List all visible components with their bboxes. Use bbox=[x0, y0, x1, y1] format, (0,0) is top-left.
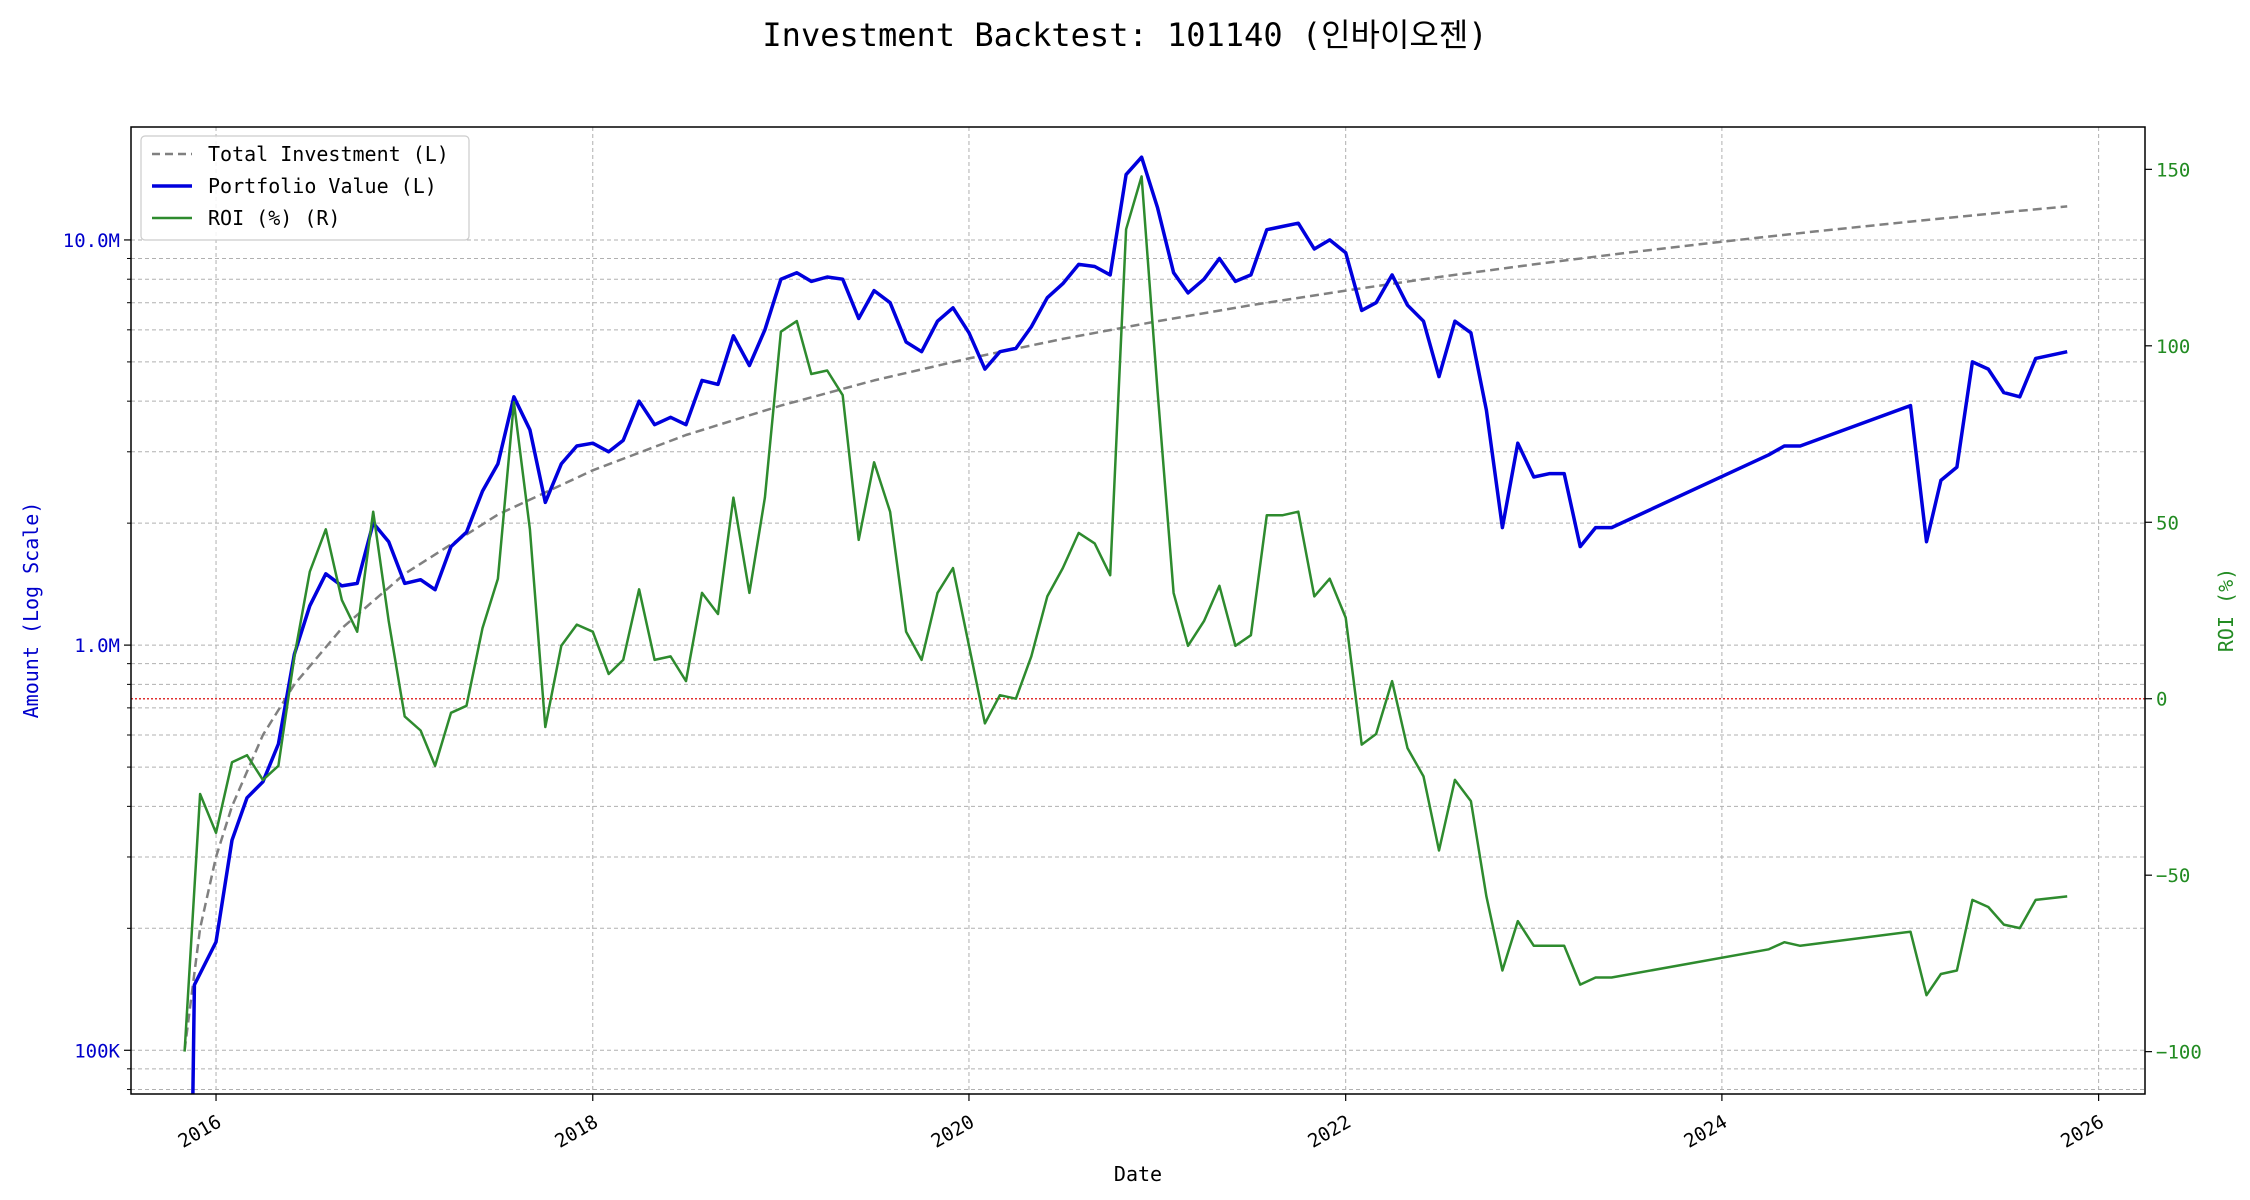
legend-box bbox=[140, 135, 470, 241]
legend-label: Portfolio Value (L) bbox=[208, 174, 437, 198]
x-axis-ticks: 2016 2018 2020 2022 2024 2026 bbox=[175, 1094, 2108, 1153]
y-left-tick-label: 10.0M bbox=[63, 230, 120, 252]
x-tick-label: 2016 bbox=[175, 1111, 226, 1153]
x-axis-label: Date bbox=[1114, 1162, 1162, 1186]
roi-line bbox=[183, 175, 2068, 1052]
x-tick-label: 2022 bbox=[1304, 1111, 1355, 1153]
y-right-tick-label: 100 bbox=[2156, 336, 2190, 358]
y-right-tick-label: −50 bbox=[2156, 865, 2190, 887]
x-tick-label: 2024 bbox=[1680, 1111, 1731, 1153]
y-right-tick-label: 0 bbox=[2156, 689, 2167, 711]
legend: Total Investment (L) Portfolio Value (L) R… bbox=[140, 135, 470, 241]
x-tick-label: 2026 bbox=[2057, 1111, 2108, 1153]
x-tick-label: 2020 bbox=[927, 1111, 978, 1153]
y-right-tick-label: 150 bbox=[2156, 159, 2190, 181]
y-left-axis-ticks: 100K 1.0M 10.0M bbox=[63, 230, 131, 1091]
total-investment-line bbox=[183, 205, 2068, 1051]
x-tick-label: 2018 bbox=[551, 1111, 602, 1153]
plot-area-frame bbox=[130, 126, 2146, 1095]
y-left-tick-label: 1.0M bbox=[74, 635, 120, 657]
grid-lines bbox=[131, 127, 2145, 1094]
portfolio-value-line bbox=[191, 155, 2068, 1094]
y-right-tick-label: 50 bbox=[2156, 512, 2179, 534]
y-left-axis-label: Amount (Log Scale) bbox=[19, 502, 43, 719]
chart-title: Investment Backtest: 101140 (인바이오젠) bbox=[762, 16, 1487, 54]
legend-label: Total Investment (L) bbox=[208, 142, 449, 166]
y-right-tick-label: −100 bbox=[2156, 1042, 2202, 1064]
legend-label: ROI (%) (R) bbox=[208, 206, 340, 230]
y-right-axis-ticks: −100 −50 0 50 100 150 bbox=[2145, 159, 2202, 1064]
series-lines bbox=[183, 155, 2068, 1094]
y-left-tick-label: 100K bbox=[74, 1040, 120, 1062]
y-right-axis-label: ROI (%) bbox=[2214, 568, 2238, 652]
